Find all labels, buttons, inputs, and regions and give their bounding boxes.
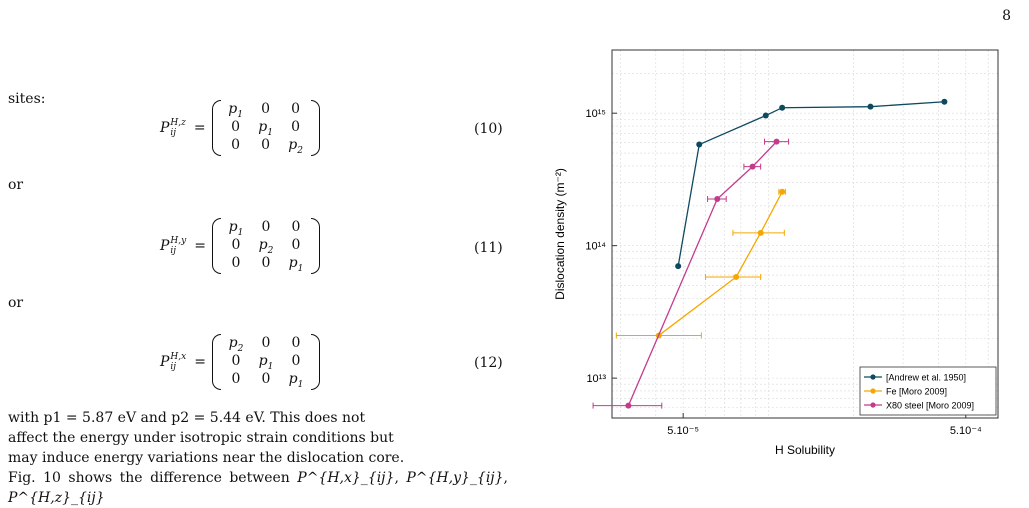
equation-11-lhs: P H,y ij — [160, 236, 187, 256]
matrix-cell: 0 — [231, 119, 241, 135]
data-point — [779, 104, 786, 111]
data-point — [714, 196, 721, 203]
matrix-cell: 0 — [261, 255, 271, 271]
equation-10-number: (10) — [474, 121, 503, 137]
equation-10-matrix: p1 0 0 0 p1 0 0 0 p2 — [211, 100, 320, 156]
matrix-cell: 0 — [231, 255, 241, 271]
data-point — [749, 163, 756, 170]
matrix-cell: p1 — [258, 119, 273, 138]
dislocation-density-chart: 5.10⁻⁵ 5.10⁻⁴ 10¹³ 10¹⁴ 10¹⁵ H Solubility Di… — [553, 49, 999, 457]
equation-11: P H,y ij = p1 0 0 0 p2 0 0 0 p1 — [160, 218, 320, 274]
matrix-cell: p1 — [228, 219, 244, 238]
series-line-1 — [658, 191, 783, 336]
paragraph-term-3: P^{H,z}_{ij} — [8, 490, 105, 506]
legend-swatch-marker — [870, 402, 876, 408]
matrix-cell: 0 — [291, 101, 301, 117]
paragraph-line-2: affect the energy under isotropic strain… — [8, 430, 394, 446]
data-point — [625, 402, 632, 409]
matrix-cell: p1 — [288, 255, 304, 274]
equation-12-lhs: P H,x ij — [160, 352, 187, 372]
chart-ticks: 5.10⁻⁵ 5.10⁻⁴ 10¹³ 10¹⁴ 10¹⁵ — [585, 108, 982, 437]
legend-entry: Fe [Moro 2009] — [886, 387, 947, 397]
matrix-cell: 0 — [261, 219, 271, 235]
y-axis-label: Dislocation density (m⁻²) — [553, 168, 567, 300]
intro-text: sites: — [8, 91, 46, 107]
matrix-cell: 0 — [291, 119, 301, 135]
equation-10-lhs: P H,z ij — [160, 118, 186, 138]
data-point — [757, 229, 764, 236]
legend-swatch-marker — [870, 388, 876, 394]
data-point — [696, 141, 703, 148]
paragraph-line-3: may induce energy variations near the di… — [8, 450, 405, 466]
matrix-cell: p1 — [288, 371, 304, 390]
matrix-cell: 0 — [231, 237, 241, 253]
matrix-cell: p1 — [228, 101, 243, 120]
data-point — [867, 103, 874, 110]
data-point — [733, 273, 740, 280]
matrix-cell: 0 — [261, 335, 271, 351]
equation-12: P H,x ij = p2 0 0 0 p1 0 0 0 p1 — [160, 334, 320, 390]
matrix-cell: p2 — [228, 335, 244, 354]
legend-swatch-marker — [870, 374, 876, 380]
chart-grid — [612, 49, 998, 419]
matrix-cell: p2 — [288, 137, 303, 156]
body-paragraph: with p1 = 5.87 eV and p2 = 5.44 eV. This… — [8, 408, 508, 508]
data-point — [773, 138, 780, 145]
equation-10: P H,z ij = p1 0 0 0 p1 0 0 0 p2 — [160, 100, 320, 156]
matrix-cell: 0 — [291, 353, 301, 369]
legend-box — [859, 366, 997, 416]
equation-12-matrix: p2 0 0 0 p1 0 0 0 p1 — [211, 334, 320, 390]
or-text-2: or — [8, 295, 24, 311]
matrix-cell: 0 — [261, 101, 271, 117]
series-line-0 — [677, 101, 945, 267]
matrix-cell: 0 — [291, 237, 301, 253]
y-tick-label: 10¹³ — [586, 373, 606, 385]
matrix-cell: 0 — [231, 371, 241, 387]
matrix-cell: 0 — [261, 371, 271, 387]
y-tick-label: 10¹⁵ — [586, 108, 606, 120]
paragraph-line-1: with p1 = 5.87 eV and p2 = 5.44 eV. This… — [8, 410, 366, 426]
matrix-cell: 0 — [231, 353, 241, 369]
paragraph-term-2: P^{H,y}_{ij} — [406, 470, 504, 486]
legend-entry: X80 steel [Moro 2009] — [886, 401, 974, 411]
matrix-cell: p2 — [258, 237, 274, 256]
data-point — [762, 112, 769, 119]
chart-series — [592, 98, 948, 409]
legend-entry: [Andrew et al. 1950] — [886, 373, 966, 383]
data-point — [941, 98, 948, 105]
matrix-cell: 0 — [291, 219, 301, 235]
matrix-cell: 0 — [261, 137, 271, 153]
data-point — [779, 188, 786, 195]
equation-11-matrix: p1 0 0 0 p2 0 0 0 p1 — [211, 218, 320, 274]
plot-frame — [611, 49, 999, 419]
equation-11-number: (11) — [474, 240, 503, 256]
series-line-2 — [627, 141, 778, 406]
x-axis-label: H Solubility — [775, 443, 835, 457]
page-number: 8 — [1002, 8, 1011, 24]
matrix-cell: p1 — [258, 353, 274, 372]
y-tick-label: 10¹⁴ — [585, 241, 606, 253]
chart-legend: [Andrew et al. 1950] Fe [Moro 2009] X80 st… — [859, 366, 997, 416]
data-point — [675, 263, 682, 270]
paragraph-term-1: P^{H,x}_{ij} — [297, 470, 395, 486]
matrix-cell: 0 — [291, 335, 301, 351]
or-text-1: or — [8, 177, 24, 193]
paragraph-line-4: Fig. 10 shows the difference between P^{… — [8, 470, 508, 506]
equation-12-number: (12) — [474, 355, 503, 371]
x-tick-label: 5.10⁻⁴ — [950, 425, 982, 437]
x-tick-label: 5.10⁻⁵ — [667, 425, 699, 437]
matrix-cell: 0 — [231, 137, 241, 153]
